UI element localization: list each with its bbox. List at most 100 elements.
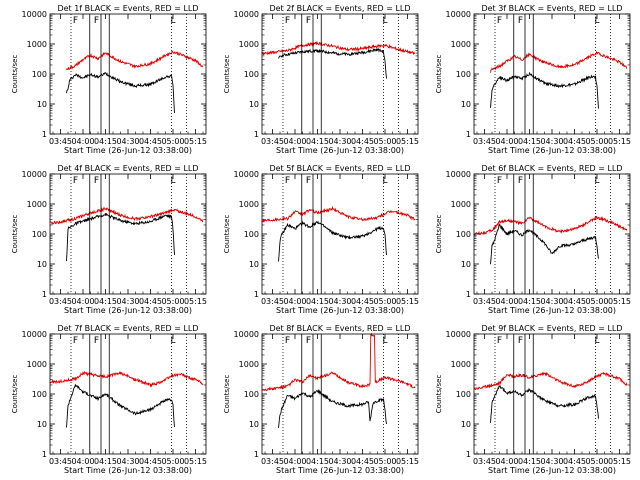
annotation-label: F bbox=[518, 336, 523, 346]
y-tick-label: 10000 bbox=[446, 330, 471, 339]
x-tick-label: 05:00 bbox=[585, 457, 608, 466]
x-tick-label: 03:45 bbox=[49, 297, 72, 306]
y-tick-label: 10000 bbox=[234, 330, 259, 339]
y-tick-label: 1000 bbox=[451, 40, 471, 49]
annotation-label: F bbox=[518, 16, 523, 26]
lld-line bbox=[473, 215, 628, 236]
x-tick-label: 04:45 bbox=[139, 297, 162, 306]
y-tick-label: 1 bbox=[466, 450, 471, 459]
panel-6: Det 6f BLACK = Events, RED = LLD F F L 1 10 10… bbox=[435, 164, 631, 315]
plot-frame bbox=[473, 13, 631, 135]
events-line bbox=[66, 72, 175, 114]
y-tick-label: 100 bbox=[456, 230, 471, 239]
panel-title: Det 8f BLACK = Events, RED = LLD bbox=[269, 324, 410, 333]
x-tick-label: 03:45 bbox=[49, 137, 72, 146]
annotation-label: L bbox=[170, 176, 175, 186]
y-tick-label: 10 bbox=[37, 420, 47, 429]
y-tick-label: 10 bbox=[37, 260, 47, 269]
events-line bbox=[490, 71, 599, 109]
plot-frame bbox=[261, 333, 419, 455]
x-tick-label: 05:00 bbox=[161, 137, 184, 146]
x-tick-label: 03:45 bbox=[261, 137, 284, 146]
y-tick-label: 10000 bbox=[446, 10, 471, 19]
panel-2: Det 2f BLACK = Events, RED = LLD F F L 1 10 10… bbox=[223, 4, 419, 155]
x-tick-label: 04:00 bbox=[71, 297, 94, 306]
events-line bbox=[278, 220, 387, 262]
x-tick-label: 04:30 bbox=[540, 137, 563, 146]
x-tick-label: 04:00 bbox=[283, 297, 306, 306]
x-tick-label: 05:15 bbox=[396, 137, 419, 146]
x-tick-label: 05:15 bbox=[608, 297, 631, 306]
x-tick-label: 03:45 bbox=[261, 457, 284, 466]
y-tick-label: 1000 bbox=[451, 200, 471, 209]
x-axis-label: Start Time (26-Jun-12 03:38:00) bbox=[488, 306, 616, 315]
y-tick-label: 10 bbox=[461, 260, 471, 269]
y-axis-label: Counts/sec bbox=[223, 55, 231, 94]
panel-title: Det 7f BLACK = Events, RED = LLD bbox=[57, 324, 198, 333]
x-tick-label: 05:00 bbox=[585, 297, 608, 306]
y-tick-label: 10 bbox=[249, 100, 259, 109]
x-tick-label: 04:00 bbox=[495, 137, 518, 146]
annotation-label: F bbox=[306, 336, 311, 346]
lld-line bbox=[49, 370, 204, 388]
panel-title: Det 6f BLACK = Events, RED = LLD bbox=[481, 164, 622, 173]
x-tick-label: 03:45 bbox=[261, 297, 284, 306]
plot-frame bbox=[49, 13, 207, 135]
x-tick-label: 05:15 bbox=[608, 137, 631, 146]
x-axis-label: Start Time (26-Jun-12 03:38:00) bbox=[64, 466, 192, 475]
x-tick-label: 04:30 bbox=[116, 457, 139, 466]
y-tick-label: 1 bbox=[254, 450, 259, 459]
panel-title: Det 3f BLACK = Events, RED = LLD bbox=[481, 4, 622, 13]
y-tick-label: 1000 bbox=[27, 40, 47, 49]
x-tick-label: 05:15 bbox=[184, 457, 207, 466]
y-axis-label: Counts/sec bbox=[11, 215, 19, 254]
x-tick-label: 04:45 bbox=[563, 457, 586, 466]
y-tick-label: 100 bbox=[244, 230, 259, 239]
annotation-label: L bbox=[382, 16, 387, 26]
y-axis-label: Counts/sec bbox=[435, 375, 443, 414]
panel-4: Det 4f BLACK = Events, RED = LLD F F L 1 10 10… bbox=[11, 164, 207, 315]
x-tick-label: 04:45 bbox=[563, 297, 586, 306]
x-tick-label: 04:30 bbox=[116, 297, 139, 306]
y-tick-label: 1 bbox=[42, 450, 47, 459]
x-tick-label: 05:00 bbox=[373, 137, 396, 146]
y-tick-label: 1000 bbox=[239, 200, 259, 209]
annotation-label: L bbox=[594, 16, 599, 26]
x-tick-label: 04:45 bbox=[139, 457, 162, 466]
x-tick-label: 04:00 bbox=[283, 457, 306, 466]
x-axis-label: Start Time (26-Jun-12 03:38:00) bbox=[64, 306, 192, 315]
x-tick-label: 05:00 bbox=[373, 457, 396, 466]
annotation-label: F bbox=[497, 16, 502, 26]
lld-line bbox=[66, 50, 204, 71]
panel-title: Det 4f BLACK = Events, RED = LLD bbox=[57, 164, 198, 173]
y-tick-label: 1 bbox=[254, 290, 259, 299]
x-tick-label: 05:15 bbox=[184, 137, 207, 146]
annotation-label: L bbox=[594, 336, 599, 346]
y-tick-label: 10000 bbox=[234, 10, 259, 19]
x-tick-label: 03:45 bbox=[49, 457, 72, 466]
events-line bbox=[66, 212, 175, 262]
y-tick-label: 1000 bbox=[27, 200, 47, 209]
annotation-label: F bbox=[73, 16, 78, 26]
x-tick-label: 05:15 bbox=[396, 297, 419, 306]
plot-frame bbox=[473, 333, 631, 455]
annotation-label: L bbox=[170, 336, 175, 346]
annotation-label: F bbox=[285, 336, 290, 346]
x-tick-label: 04:00 bbox=[283, 137, 306, 146]
x-axis-label: Start Time (26-Jun-12 03:38:00) bbox=[276, 146, 404, 155]
lld-line bbox=[49, 207, 204, 225]
x-tick-label: 04:45 bbox=[351, 137, 374, 146]
x-tick-label: 04:30 bbox=[328, 137, 351, 146]
lld-line bbox=[490, 50, 628, 73]
y-tick-label: 100 bbox=[456, 390, 471, 399]
x-tick-label: 04:30 bbox=[116, 137, 139, 146]
x-tick-label: 04:15 bbox=[306, 297, 329, 306]
annotation-label: F bbox=[497, 176, 502, 186]
annotation-label: F bbox=[497, 336, 502, 346]
x-tick-label: 05:00 bbox=[161, 457, 184, 466]
y-tick-label: 10 bbox=[249, 260, 259, 269]
y-tick-label: 10000 bbox=[446, 170, 471, 179]
annotation-label: F bbox=[73, 176, 78, 186]
x-tick-label: 04:15 bbox=[94, 297, 117, 306]
